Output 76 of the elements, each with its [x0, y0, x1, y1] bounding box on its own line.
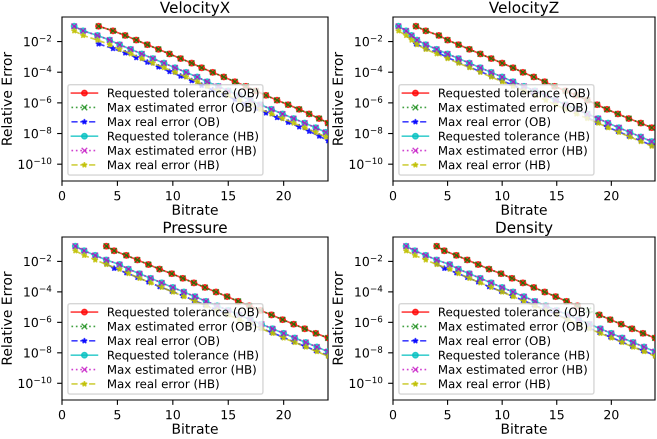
legend-label: Requested tolerance (HB)	[108, 131, 258, 143]
x-tick-label: 0	[390, 190, 396, 200]
x-tick-label: 0	[58, 410, 66, 420]
y-axis-title: Relative Error	[1, 271, 12, 364]
legend-label: Max real error (HB)	[108, 379, 219, 390]
x-tick-label: 5	[114, 410, 120, 420]
y-tick-label: 10$^{−2}$	[355, 254, 382, 266]
legend-label: Max estimated error (HB)	[439, 364, 587, 376]
legend-label: Max estimated error (HB)	[108, 146, 256, 156]
x-tick-label: 15	[550, 410, 564, 420]
legend-label: Max real error (HB)	[439, 160, 550, 171]
legend-label: Max estimated error (OB)	[439, 322, 588, 332]
x-tick-label: 10	[496, 190, 510, 200]
x-axis-title: Bitrate	[172, 423, 218, 434]
y-tick-label: 10$^{−4}$	[355, 285, 382, 297]
y-axis-title: Relative Error	[332, 52, 343, 145]
legend-label: Max estimated error (HB)	[439, 146, 587, 156]
x-tick-label: 20	[604, 190, 618, 200]
x-tick-label: 15	[222, 191, 236, 200]
legend-label: Max estimated error (OB)	[108, 322, 256, 332]
chart-title: Pressure	[164, 222, 227, 234]
x-tick-label: 5	[114, 191, 120, 200]
y-axis-title: Relative Error	[1, 52, 12, 145]
x-tick-label: 20	[276, 410, 291, 420]
legend-label: Max real error (OB)	[439, 117, 550, 128]
chart-title: Density	[496, 221, 553, 236]
x-tick-label: 0	[58, 190, 66, 200]
y-tick-label: 10$^{−4}$	[24, 66, 52, 78]
legend-label: Max real error (HB)	[108, 160, 219, 171]
x-tick-label: 15	[222, 410, 236, 420]
x-tick-label: 20	[604, 410, 618, 420]
x-tick-label: 5	[444, 191, 450, 200]
y-tick-label: 10$^{−6}$	[355, 316, 382, 328]
legend-label: Max real error (OB)	[108, 117, 220, 128]
y-tick-label: 10$^{−6}$	[24, 316, 52, 328]
x-tick-label: 10	[166, 410, 180, 420]
y-tick-label: 10$^{−6}$	[355, 96, 382, 108]
y-tick-label: 10$^{−4}$	[24, 285, 52, 297]
y-tick-label: 10$^{−2}$	[355, 34, 382, 46]
x-tick-label: 0	[390, 410, 396, 420]
y-tick-label: 10$^{−8}$	[24, 346, 52, 358]
legend-label: Max estimated error (OB)	[108, 102, 256, 114]
y-tick-label: 10$^{−2}$	[24, 34, 51, 46]
x-axis-title: Bitrate	[502, 423, 547, 434]
legend-label: Requested tolerance (HB)	[439, 350, 589, 362]
y-tick-label: 10$^{−4}$	[355, 66, 382, 78]
y-tick-label: 10$^{−10}$	[350, 376, 382, 388]
x-tick-label: 20	[276, 190, 291, 200]
y-axis-title: Relative Error	[332, 271, 343, 364]
legend-label: Max real error (HB)	[439, 379, 550, 390]
legend-label: Requested tolerance (HB)	[108, 350, 258, 362]
x-tick-label: 10	[496, 410, 510, 420]
legend-label: Max estimated error (HB)	[108, 364, 256, 376]
chart-title: VelocityX	[160, 1, 230, 16]
legend-label: Requested tolerance (OB)	[439, 307, 590, 319]
chart-title: VelocityZ	[488, 1, 559, 16]
x-axis-title: Bitrate	[172, 204, 218, 215]
x-tick-label: 15	[550, 191, 564, 200]
y-tick-label: 10$^{−8}$	[355, 126, 382, 138]
y-tick-label: 10$^{−8}$	[24, 126, 52, 138]
legend-label: Max estimated error (OB)	[439, 102, 588, 114]
legend-label: Requested tolerance (OB)	[439, 88, 590, 100]
y-tick-label: 10$^{−6}$	[24, 96, 52, 108]
y-tick-label: 10$^{−10}$	[350, 158, 382, 170]
x-tick-label: 5	[444, 410, 450, 420]
legend-label: Max real error (OB)	[108, 336, 220, 347]
x-tick-label: 10	[166, 190, 180, 200]
y-tick-label: 10$^{−10}$	[18, 376, 52, 388]
y-tick-label: 10$^{−2}$	[24, 254, 51, 266]
legend-label: Max real error (OB)	[439, 336, 550, 347]
legend-label: Requested tolerance (HB)	[439, 131, 589, 143]
y-tick-label: 10$^{−10}$	[18, 158, 52, 170]
legend-label: Requested tolerance (OB)	[108, 307, 258, 319]
legend-label: Requested tolerance (OB)	[108, 88, 258, 100]
x-axis-title: Bitrate	[502, 204, 547, 215]
y-tick-label: 10$^{−8}$	[355, 346, 382, 358]
